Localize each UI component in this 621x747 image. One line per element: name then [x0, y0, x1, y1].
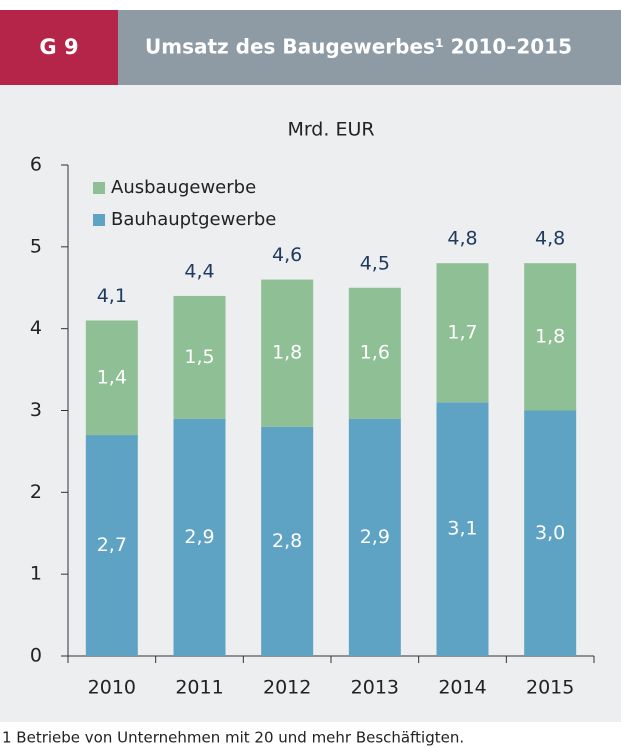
bar-segment	[85, 435, 138, 656]
bar-segment	[261, 426, 314, 656]
bar-segment	[173, 295, 226, 419]
y-tick-label: 2	[30, 481, 42, 503]
y-tick-label: 5	[30, 235, 42, 257]
bar-segment	[436, 402, 489, 656]
figure-label: G 9	[39, 35, 78, 59]
x-tick-label: 2012	[263, 677, 311, 699]
legend-swatch	[93, 182, 105, 194]
value-label: 3,0	[535, 522, 565, 544]
total-label: 4,8	[447, 228, 477, 250]
y-tick-label: 4	[30, 317, 42, 339]
x-tick-label: 2010	[88, 677, 136, 699]
header-box	[118, 10, 621, 85]
value-label: 1,5	[184, 346, 214, 368]
x-tick-label: 2011	[175, 677, 223, 699]
value-label: 2,9	[360, 526, 390, 548]
total-label: 4,5	[360, 252, 390, 274]
y-tick-label: 1	[30, 563, 42, 585]
total-label: 4,8	[535, 228, 565, 250]
chart-title: Umsatz des Baugewerbes¹ 2010–2015	[145, 35, 572, 59]
unit-label: Mrd. EUR	[287, 119, 374, 141]
legend-label: Ausbaugewerbe	[111, 177, 256, 198]
total-label: 4,1	[97, 285, 127, 307]
y-tick-label: 0	[30, 645, 42, 667]
value-label: 2,8	[272, 530, 302, 552]
bar-segment	[348, 287, 401, 419]
total-label: 4,6	[272, 244, 302, 266]
value-label: 1,7	[447, 321, 477, 343]
value-label: 2,9	[184, 526, 214, 548]
value-label: 3,1	[447, 518, 477, 540]
bar-segment	[85, 320, 138, 436]
y-tick-label: 3	[30, 399, 42, 421]
value-label: 1,8	[535, 325, 565, 347]
legend-label: Bauhauptgewerbe	[111, 209, 276, 230]
value-label: 1,8	[272, 342, 302, 364]
footnote: 1 Betriebe von Unternehmen mit 20 und me…	[2, 729, 464, 747]
bar-segment	[173, 418, 226, 656]
y-tick-label: 6	[30, 154, 42, 176]
header-label-box	[0, 10, 118, 85]
value-label: 1,6	[360, 342, 390, 364]
x-tick-label: 2015	[526, 677, 574, 699]
bar-segment	[436, 263, 489, 403]
bar-segment	[524, 410, 577, 656]
legend-swatch	[93, 214, 105, 226]
value-label: 2,7	[97, 534, 127, 556]
value-label: 1,4	[97, 366, 127, 388]
bar-segment	[348, 418, 401, 656]
x-tick-label: 2014	[438, 677, 486, 699]
bar-segment	[524, 263, 577, 411]
x-tick-label: 2013	[351, 677, 399, 699]
total-label: 4,4	[184, 260, 214, 282]
bar-segment	[261, 279, 314, 427]
